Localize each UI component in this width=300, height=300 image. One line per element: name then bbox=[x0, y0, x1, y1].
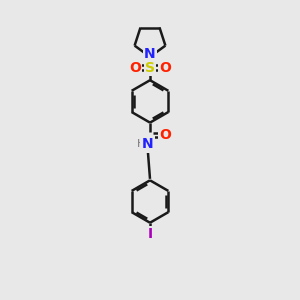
Text: H: H bbox=[137, 140, 146, 149]
Text: I: I bbox=[147, 227, 153, 241]
Text: N: N bbox=[142, 137, 154, 152]
Text: O: O bbox=[159, 61, 171, 75]
Text: O: O bbox=[159, 128, 171, 142]
Text: S: S bbox=[145, 61, 155, 75]
Text: O: O bbox=[129, 61, 141, 75]
Text: N: N bbox=[144, 47, 156, 61]
